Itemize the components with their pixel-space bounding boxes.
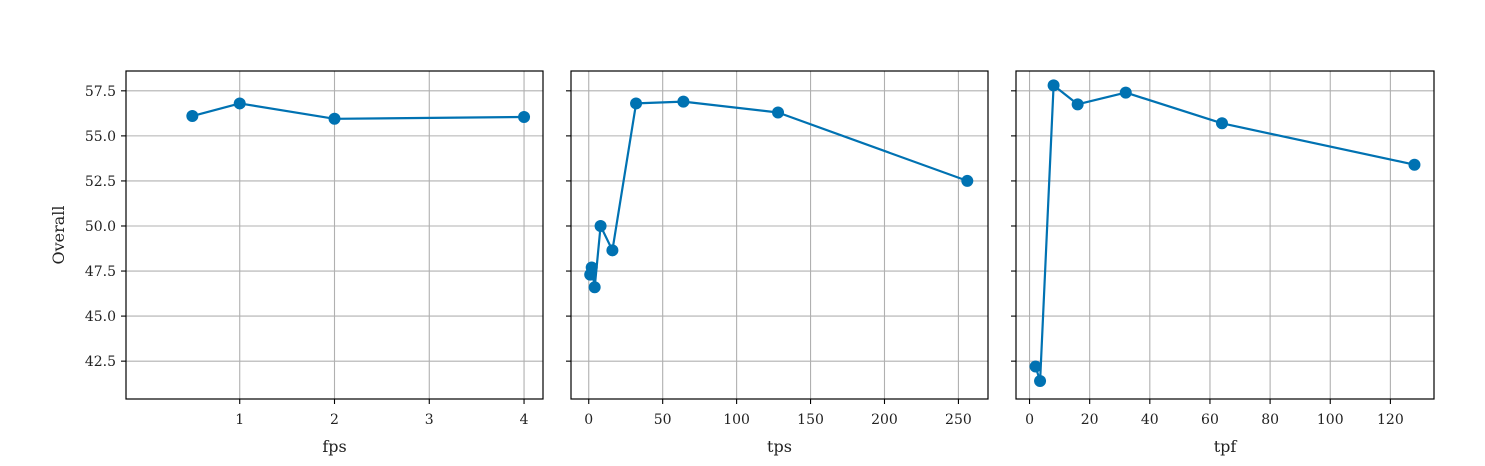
chart-panel-3: 0 20 40 60 80 100 120 tpf <box>1011 70 1435 456</box>
y-tick-label: 57.5 <box>85 84 116 100</box>
data-point <box>594 219 607 232</box>
x-tick-label: 1 <box>235 412 244 428</box>
x-axis-label: tps <box>767 437 792 456</box>
plot-frame <box>570 70 989 400</box>
data-point <box>1071 98 1084 111</box>
x-tick-label: 50 <box>654 412 672 428</box>
plot-frame <box>1015 70 1435 400</box>
x-tick-label: 200 <box>871 412 898 428</box>
x-tick-label: 250 <box>945 412 972 428</box>
series-line <box>1034 84 1415 383</box>
x-tick-label: 100 <box>723 412 750 428</box>
data-point <box>328 112 341 125</box>
data-point <box>233 97 246 110</box>
data-point <box>1119 86 1132 99</box>
chart-panel-1: 1 2 3 4 42.5 45.0 47.5 50.0 52.5 55.0 57.5 fps Overa… <box>49 70 544 456</box>
x-axis-label: fps <box>322 437 346 456</box>
series-line <box>192 102 525 120</box>
data-point <box>677 95 690 108</box>
y-tick-label: 50.0 <box>85 219 116 235</box>
data-point <box>772 106 785 119</box>
data-point <box>186 110 199 123</box>
x-tick-label: 120 <box>1377 412 1404 428</box>
data-point <box>1215 117 1228 130</box>
x-tick-label: 0 <box>584 412 593 428</box>
x-tick-label: 2 <box>330 412 339 428</box>
data-point <box>1047 79 1060 92</box>
x-tick-label: 4 <box>520 412 529 428</box>
x-tick-label: 0 <box>1025 412 1034 428</box>
chart-panel-2: 0 50 100 150 200 250 tps <box>566 70 989 456</box>
x-tick-label: 80 <box>1261 412 1279 428</box>
y-tick-label: 52.5 <box>85 174 116 190</box>
y-axis-label: Overall <box>49 205 68 264</box>
y-tick-label: 42.5 <box>85 354 116 370</box>
data-point <box>1408 158 1421 171</box>
x-tick-label: 20 <box>1081 412 1099 428</box>
data-point <box>961 174 974 187</box>
data-point <box>630 97 643 110</box>
data-point <box>588 281 601 294</box>
data-point <box>1029 360 1042 373</box>
y-tick-label: 47.5 <box>85 264 116 280</box>
series-line <box>589 100 968 289</box>
data-point <box>606 244 619 257</box>
plot-frame <box>125 70 544 400</box>
data-point <box>1034 374 1047 387</box>
data-point <box>585 261 598 274</box>
y-tick-label: 45.0 <box>85 309 116 325</box>
data-point <box>518 110 531 123</box>
x-tick-label: 40 <box>1141 412 1159 428</box>
x-tick-label: 150 <box>797 412 824 428</box>
y-tick-label: 55.0 <box>85 129 116 145</box>
x-axis-label: tpf <box>1214 437 1238 456</box>
x-tick-label: 60 <box>1201 412 1219 428</box>
x-tick-label: 3 <box>425 412 434 428</box>
x-tick-label: 100 <box>1317 412 1344 428</box>
